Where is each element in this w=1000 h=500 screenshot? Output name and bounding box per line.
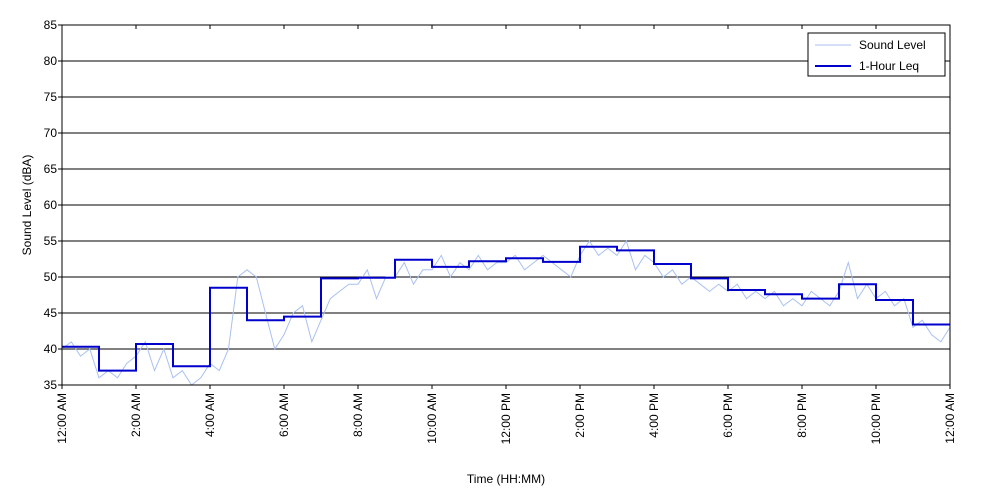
x-tick-label: 2:00 AM bbox=[129, 393, 143, 437]
y-tick-label: 80 bbox=[44, 54, 58, 68]
legend: Sound Level 1-Hour Leq bbox=[807, 32, 946, 77]
x-tick-label: 10:00 AM bbox=[425, 393, 439, 444]
x-tick-label: 8:00 AM bbox=[351, 393, 365, 437]
y-tick-label: 45 bbox=[44, 306, 58, 320]
x-axis-label: Time (HH:MM) bbox=[467, 472, 545, 486]
x-axis-ticks: 12:00 AM 2:00 AM 4:00 AM 6:00 AM 8:00 AM 10:0… bbox=[55, 25, 957, 444]
legend-label-leq: 1-Hour Leq bbox=[859, 59, 919, 73]
x-tick-label: 6:00 PM bbox=[721, 393, 735, 438]
x-tick-label: 10:00 PM bbox=[869, 393, 883, 444]
x-tick-label: 4:00 PM bbox=[647, 393, 661, 438]
x-tick-label: 12:00 AM bbox=[943, 393, 957, 444]
y-tick-label: 65 bbox=[44, 162, 58, 176]
y-tick-label: 70 bbox=[44, 126, 58, 140]
y-tick-label: 40 bbox=[44, 342, 58, 356]
y-tick-label: 75 bbox=[44, 90, 58, 104]
x-tick-label: 4:00 AM bbox=[203, 393, 217, 437]
y-axis-ticks: 35 40 45 50 55 60 65 70 75 80 85 bbox=[44, 18, 62, 392]
series-1-hour-leq bbox=[62, 245, 950, 372]
y-tick-label: 60 bbox=[44, 198, 58, 212]
series-group bbox=[61, 239, 951, 386]
y-axis-label: Sound Level (dBA) bbox=[20, 155, 34, 256]
legend-box bbox=[807, 32, 946, 77]
x-tick-label: 2:00 PM bbox=[573, 393, 587, 438]
x-tick-label: 6:00 AM bbox=[277, 393, 291, 437]
x-tick-label: 12:00 PM bbox=[499, 393, 513, 444]
x-tick-label: 12:00 AM bbox=[55, 393, 69, 444]
plot-frame bbox=[61, 24, 951, 386]
y-tick-label: 35 bbox=[44, 378, 58, 392]
y-tick-label: 85 bbox=[44, 18, 58, 32]
x-tick-label: 8:00 PM bbox=[795, 393, 809, 438]
legend-label-sound-level: Sound Level bbox=[859, 38, 926, 52]
y-tick-label: 55 bbox=[44, 234, 58, 248]
y-tick-label: 50 bbox=[44, 270, 58, 284]
